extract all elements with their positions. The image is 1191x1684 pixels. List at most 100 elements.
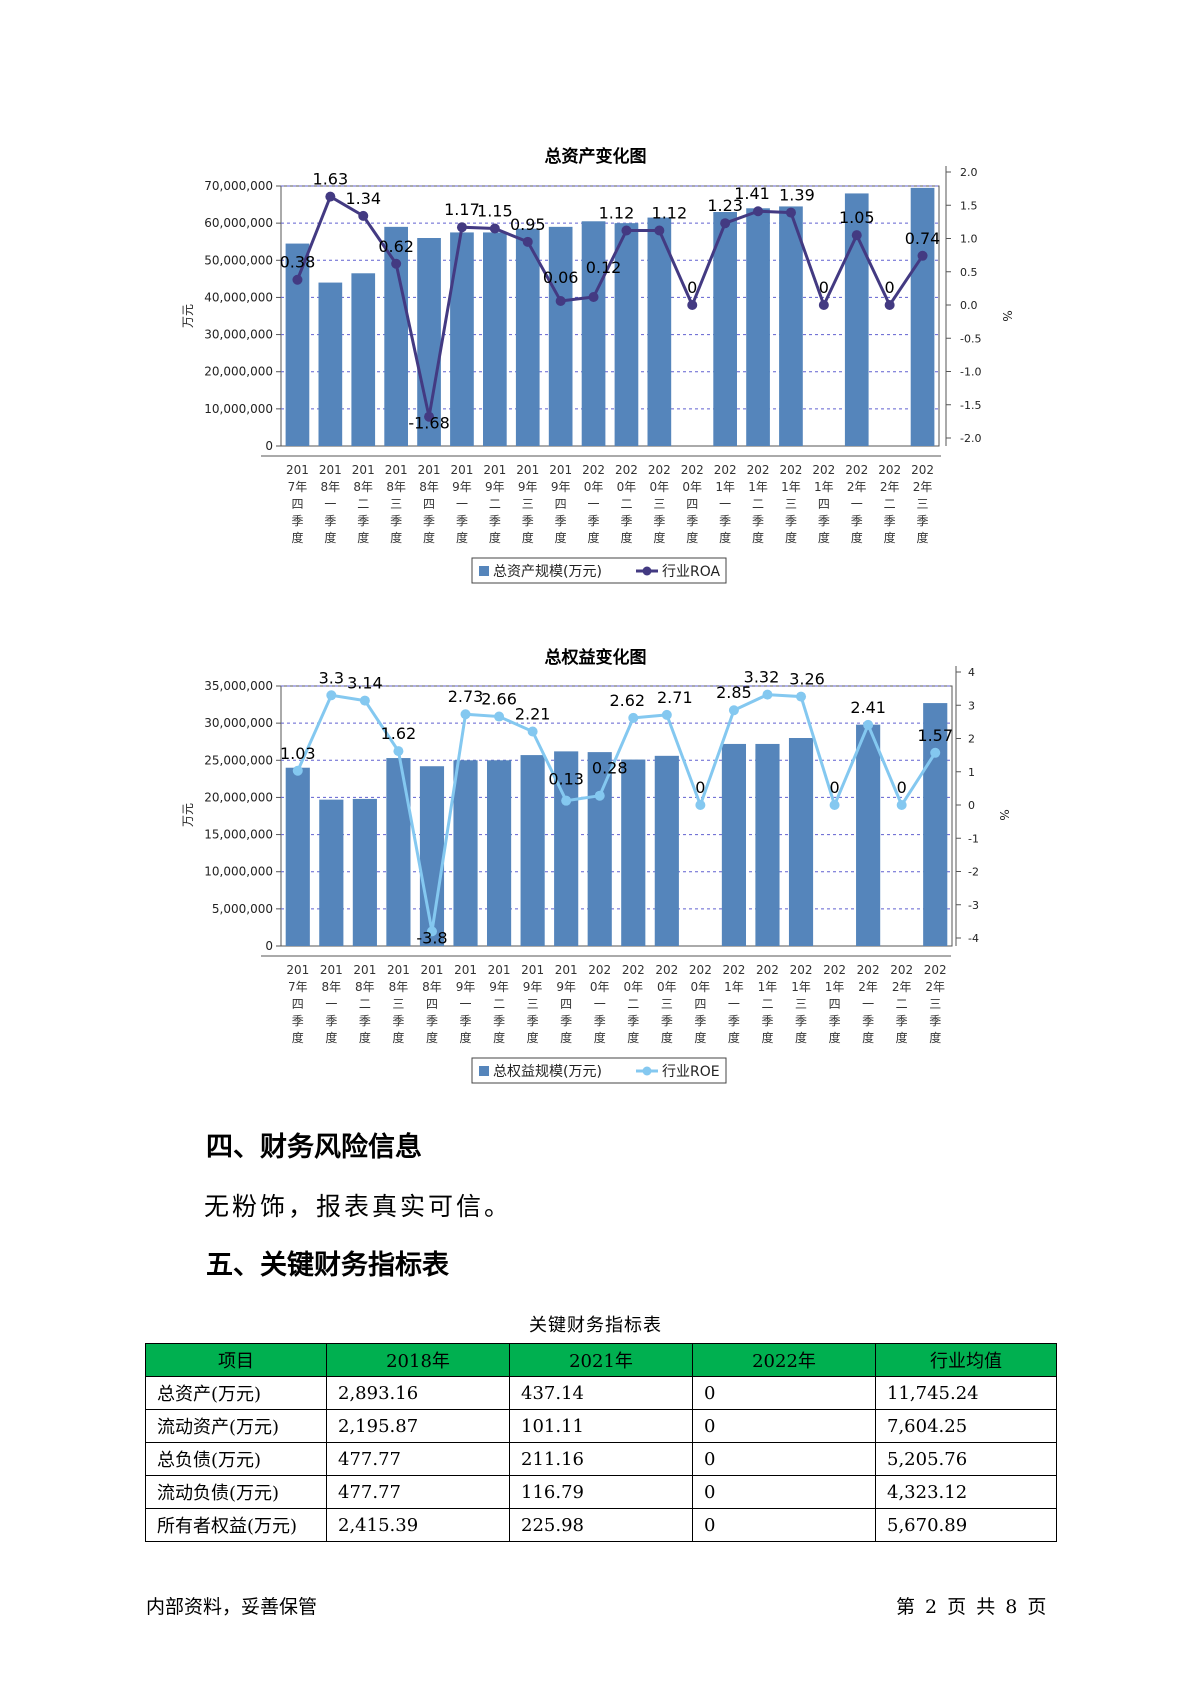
data-label: 0.12 [586,258,622,277]
line-point [494,711,505,722]
data-label: 1.34 [345,189,381,208]
y-tick-label: 20,000,000 [204,365,273,379]
x-tick-label: 202 1年一季度 [722,963,745,1045]
y-tick-label: 30,000,000 [204,328,273,342]
cell: 5,205.76 [875,1442,1057,1476]
y-tick-label: 10,000,000 [204,402,273,416]
y-tick-label: 25,000,000 [204,753,273,767]
x-tick-label: 201 8年四季度 [418,463,441,545]
key-financial-table: 项目 2018年 2021年 2022年 行业均值 总资产(万元) 2,893.… [145,1343,1057,1542]
line-point [426,926,437,937]
data-label: 0 [897,778,907,797]
bar [614,223,639,446]
table-caption: 关键财务指标表 [529,1315,662,1336]
y2-tick-label: -1.5 [960,399,981,412]
x-tick-label: 202 2年二季度 [890,963,913,1045]
y-tick-label: 50,000,000 [204,253,273,267]
risk-text: 无粉饰，报表真实可信。 [204,1192,513,1221]
asset-chart-title: 总资产变化图 [544,147,647,167]
data-label: 0.06 [543,268,579,287]
line-series [296,693,937,932]
bar [713,212,737,446]
data-label: 2.85 [716,683,752,702]
line-point [621,225,632,236]
cell: 总负债(万元) [145,1442,327,1476]
line-point [326,690,337,701]
equity-chart: 0 5,000,000 10,000,000 15,000,000 20,000,000… [181,666,1011,1084]
y-tick-label: 15,000,000 [204,828,273,842]
x-tick-label: 202 0年一季度 [582,463,605,545]
line-point [292,274,303,285]
y-tick-label: 10,000,000 [204,865,273,879]
y-tick-label: 35,000,000 [204,679,273,693]
table-row: 流动资产(万元) 2,195.87 101.11 0 7,604.25 [145,1409,1057,1443]
x-tick-label: 201 8年三季度 [385,463,408,545]
bar [483,232,507,446]
y2-tick-label: -1.0 [960,366,981,379]
line-point [762,689,773,700]
line-point [661,709,672,720]
data-label: 0 [819,278,829,297]
data-label: 1.03 [280,744,316,763]
bar [923,703,948,946]
header-2018: 2018年 [326,1343,510,1377]
cell: 0 [692,1475,876,1509]
line-point [753,206,764,217]
x-tick-label: 201 8年一季度 [319,463,342,545]
line-point [829,800,840,810]
header-2021: 2021年 [509,1343,693,1377]
data-label: 3.14 [347,674,383,693]
y2-tick-label: 2 [968,733,975,746]
line-point [393,746,404,757]
x-tick-label: 202 1年二季度 [747,463,770,545]
legend-line-marker [642,1066,652,1076]
x-tick-label: 201 9年三季度 [521,963,544,1045]
x-tick-label: 202 0年三季度 [648,463,671,545]
cell: 5,670.89 [875,1508,1057,1542]
footer-page-number: 第 2 页 共 8 页 [896,1596,1047,1618]
x-tick-label: 202 1年一季度 [714,463,737,545]
data-label: 3.26 [789,670,825,689]
bar [654,755,679,946]
line-point [292,765,303,776]
legend-line-label: 行业ROA [662,564,721,580]
data-label: 0 [885,278,895,297]
data-label: 2.62 [609,691,645,710]
line-point [884,300,895,310]
cell: 流动负债(万元) [145,1475,327,1509]
bar [285,243,310,446]
header-industry-avg: 行业均值 [875,1343,1057,1377]
bar [450,232,474,446]
cell: 7,604.25 [875,1409,1057,1443]
x-tick-label: 202 1年三季度 [779,463,802,545]
bar [548,226,573,446]
line-point [628,712,639,723]
line-point [555,296,566,307]
asset-chart: 0 10,000,000 20,000,000 30,000,000 40,000,00… [181,166,1014,584]
line-point [527,726,538,737]
data-label: 0 [829,778,839,797]
data-label: 1.23 [707,196,743,215]
x-tick-label: 201 9年三季度 [516,463,539,545]
x-tick-label: 202 0年四季度 [689,963,712,1045]
cell: 总资产(万元) [145,1376,327,1410]
cell: 所有者权益(万元) [145,1508,327,1542]
cell: 2,893.16 [326,1376,510,1410]
bar [587,752,612,946]
header-2022: 2022年 [692,1343,876,1377]
y2-tick-label: -4 [968,932,979,945]
x-tick-label: 201 8年二季度 [352,463,375,545]
bar [746,208,770,446]
line-point [456,222,467,233]
cell: 477.77 [326,1442,510,1476]
x-tick-label: 202 2年一季度 [857,963,880,1045]
data-label: 2.41 [850,698,886,717]
data-label: 0 [695,778,705,797]
x-tick-label: 201 8年三季度 [387,963,410,1045]
bar [755,743,780,946]
x-tick-label: 202 2年三季度 [924,963,947,1045]
table-row: 所有者权益(万元) 2,415.39 225.98 0 5,670.89 [145,1508,1057,1542]
data-label: 1.05 [839,208,875,227]
data-label: 0.62 [378,237,414,256]
bar [386,758,411,946]
